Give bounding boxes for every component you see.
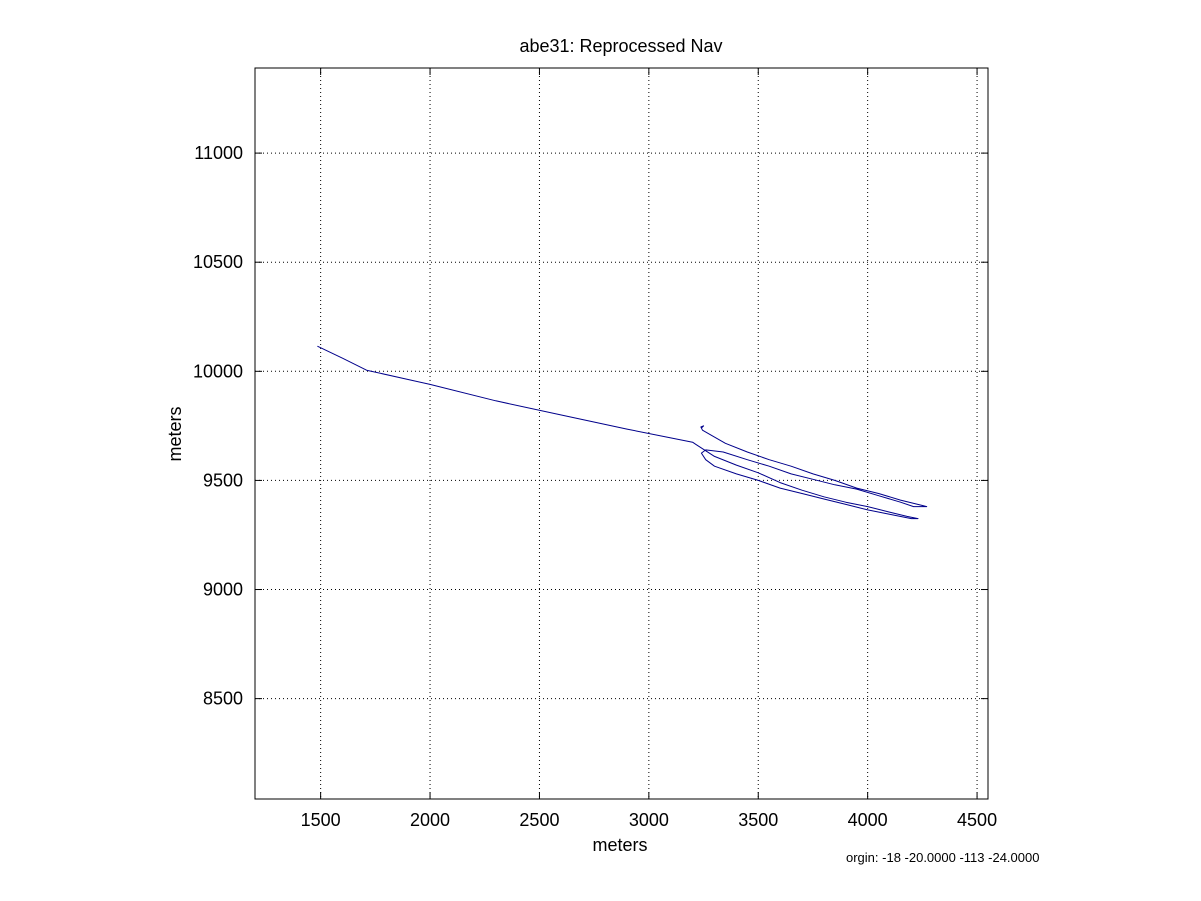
y-tick-label: 10000 <box>193 361 243 381</box>
x-tick-label: 2000 <box>410 810 450 830</box>
y-tick-label: 8500 <box>203 689 243 709</box>
x-tick-label: 3500 <box>738 810 778 830</box>
plot-frame <box>254 67 989 800</box>
y-tick-label: 10500 <box>193 252 243 272</box>
y-axis-label: meters <box>165 406 185 461</box>
nav-track-line <box>317 345 928 520</box>
x-tick-label: 4000 <box>848 810 888 830</box>
x-tick-label: 2500 <box>519 810 559 830</box>
y-tick-label: 9500 <box>203 470 243 490</box>
origin-note: orgin: -18 -20.0000 -113 -24.0000 <box>846 850 1040 865</box>
x-tick-label: 1500 <box>301 810 341 830</box>
x-tick-label: 4500 <box>957 810 997 830</box>
y-tick-labels: 8500 9000 9500 10000 10500 11000 <box>193 143 243 709</box>
y-tick-label: 11000 <box>194 143 243 163</box>
y-tick-label: 9000 <box>203 580 243 600</box>
series-layer <box>317 345 928 520</box>
chart-title: abe31: Reprocessed Nav <box>519 36 722 56</box>
axis-ticks <box>255 68 988 799</box>
x-axis-label: meters <box>592 835 647 855</box>
x-tick-labels: 1500 2000 2500 3000 3500 4000 4500 <box>301 810 997 830</box>
x-tick-label: 3000 <box>629 810 669 830</box>
